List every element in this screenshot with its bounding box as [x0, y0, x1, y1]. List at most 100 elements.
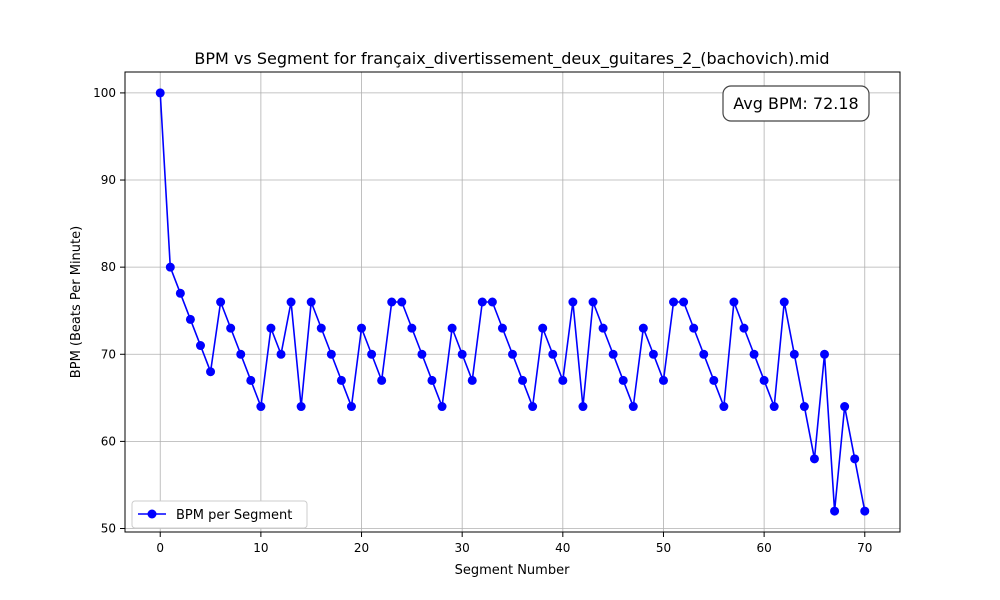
data-point [830, 506, 840, 516]
data-point [689, 323, 699, 333]
data-point [568, 297, 578, 307]
data-point [759, 375, 769, 385]
data-point [618, 375, 628, 385]
y-tick-label: 50 [101, 522, 116, 536]
legend-marker-swatch [147, 509, 157, 519]
data-point [417, 349, 427, 359]
y-tick-label: 70 [101, 347, 116, 361]
data-point [387, 297, 397, 307]
data-point [185, 314, 195, 324]
data-point [779, 297, 789, 307]
data-point [357, 323, 367, 333]
data-point [477, 297, 487, 307]
average-bpm-text: Avg BPM: 72.18 [733, 94, 858, 113]
legend-box [131, 500, 308, 529]
data-point [165, 262, 175, 272]
data-point [457, 349, 467, 359]
x-tick-label: 60 [756, 541, 771, 555]
data-point [216, 297, 226, 307]
x-tick-label: 50 [656, 541, 671, 555]
data-point [155, 88, 165, 98]
data-point [447, 323, 457, 333]
x-tick-label: 40 [555, 541, 570, 555]
data-point [467, 375, 477, 385]
data-point [628, 402, 638, 412]
data-point [809, 454, 819, 464]
data-point [850, 454, 860, 464]
legend: BPM per Segment [131, 500, 308, 529]
data-point [296, 402, 306, 412]
x-axis-ticks: 0 10 20 30 40 50 60 70 [156, 532, 872, 555]
average-annotation: Avg BPM: 72.18 [722, 85, 870, 122]
data-point [820, 349, 830, 359]
data-point [598, 323, 608, 333]
data-point [508, 349, 517, 359]
data-point [729, 297, 739, 307]
y-axis-label: BPM (Beats Per Minute) [69, 226, 84, 378]
data-points [155, 88, 870, 516]
x-tick-label: 0 [156, 541, 164, 555]
data-point [266, 323, 276, 333]
data-point [367, 349, 377, 359]
data-point [236, 349, 246, 359]
data-point [679, 297, 689, 307]
x-axis-label: Segment Number [455, 563, 571, 578]
chart-title: BPM vs Segment for françaix_divertisseme… [194, 49, 829, 69]
data-point [538, 323, 548, 333]
data-point [548, 349, 558, 359]
data-point [608, 349, 618, 359]
data-point [719, 402, 729, 412]
data-point [658, 375, 668, 385]
data-point [528, 402, 538, 412]
data-point [487, 297, 497, 307]
x-tick-label: 30 [455, 541, 470, 555]
plot-frame [124, 71, 901, 533]
data-point [799, 402, 809, 412]
data-point [437, 402, 447, 412]
y-axis-ticks: 50 60 70 80 90 100 [93, 86, 125, 536]
data-point [860, 506, 870, 516]
x-tick-label: 10 [253, 541, 268, 555]
data-point [669, 297, 679, 307]
annotation-box [722, 85, 870, 122]
data-point [336, 375, 346, 385]
data-point [316, 323, 326, 333]
data-point [699, 349, 709, 359]
data-point [578, 402, 588, 412]
data-point [789, 349, 799, 359]
data-point [739, 323, 749, 333]
data-point [246, 375, 256, 385]
data-point [638, 323, 648, 333]
data-point [286, 297, 296, 307]
data-point [226, 323, 236, 333]
data-point [377, 375, 387, 385]
data-point [427, 375, 437, 385]
y-tick-label: 60 [101, 434, 116, 448]
data-point [195, 341, 205, 351]
data-point [648, 349, 658, 359]
data-point [518, 375, 528, 385]
data-point [769, 402, 779, 412]
data-point [175, 288, 185, 298]
x-tick-label: 70 [857, 541, 872, 555]
data-point [588, 297, 598, 307]
y-tick-label: 100 [93, 86, 116, 100]
data-point [749, 349, 759, 359]
data-point [256, 402, 266, 412]
data-point [276, 349, 286, 359]
data-point [709, 375, 719, 385]
y-tick-label: 80 [101, 260, 116, 274]
data-point [497, 323, 507, 333]
data-point [346, 402, 356, 412]
y-tick-label: 90 [101, 173, 116, 187]
data-point [326, 349, 336, 359]
data-point [397, 297, 407, 307]
data-point [407, 323, 417, 333]
data-point [840, 402, 850, 412]
data-point [206, 367, 216, 377]
x-tick-label: 20 [354, 541, 369, 555]
data-point [306, 297, 316, 307]
legend-label: BPM per Segment [176, 508, 292, 523]
data-point [558, 375, 568, 385]
